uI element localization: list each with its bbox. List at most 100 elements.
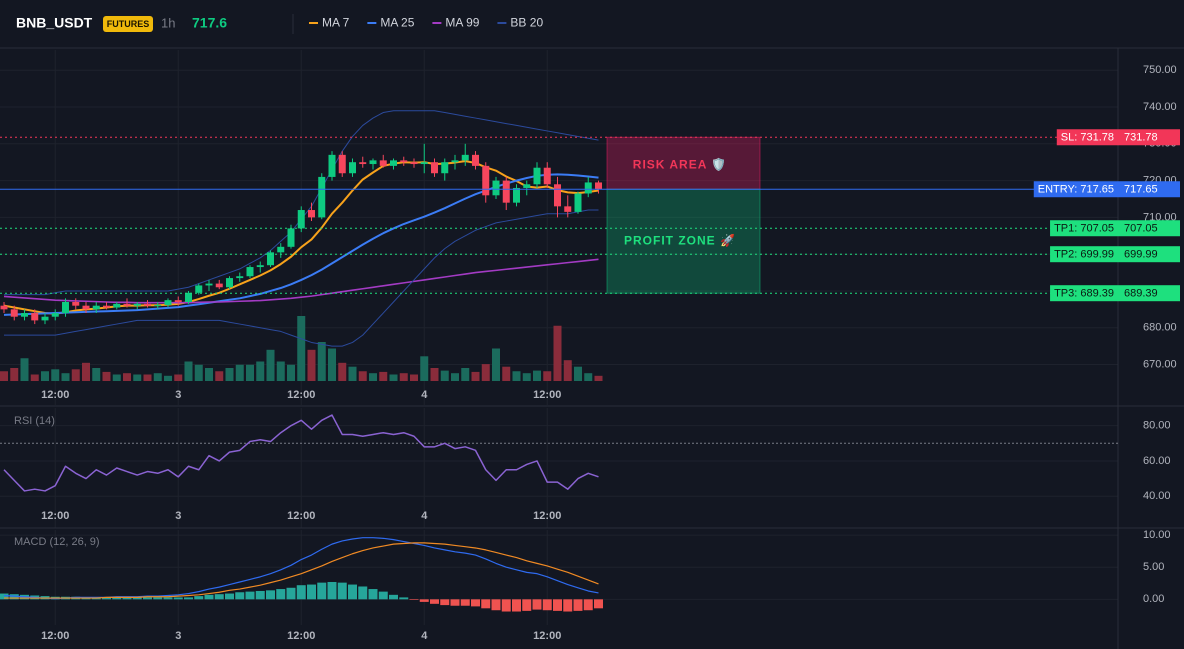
volume-bar xyxy=(338,362,347,381)
panel-title: MACD (12, 26, 9) xyxy=(14,536,100,548)
y-tick-label: 0.00 xyxy=(1143,593,1164,605)
volume-bar xyxy=(61,373,70,381)
histogram-bar xyxy=(378,591,388,600)
candle-body xyxy=(410,162,418,165)
volume-bar xyxy=(20,358,29,381)
candle-body xyxy=(523,184,531,188)
candle-body xyxy=(133,303,141,306)
histogram-bar xyxy=(594,599,603,609)
volume-bar xyxy=(440,370,449,381)
histogram-bar xyxy=(522,599,532,611)
candle-body xyxy=(595,182,602,190)
badge: FUTURES xyxy=(107,19,150,29)
candle-body xyxy=(379,160,387,166)
histogram-bar xyxy=(348,584,357,600)
candle-body xyxy=(400,160,408,163)
volume-bar xyxy=(235,364,244,381)
candle-body xyxy=(205,283,213,286)
symbol: BNB_USDT xyxy=(16,15,93,31)
candle-body xyxy=(287,228,295,247)
level-price-tag: 699.99 xyxy=(1124,249,1158,261)
candle-body xyxy=(236,276,244,279)
y-tick-label: 670.00 xyxy=(1143,358,1177,370)
candle-body xyxy=(482,165,490,196)
candle-body xyxy=(318,176,326,218)
candle-body xyxy=(92,305,100,310)
volume-bar xyxy=(481,364,490,381)
volume-bar xyxy=(420,356,429,381)
level-price-tag: 689.39 xyxy=(1124,288,1158,300)
candle-body xyxy=(31,313,39,321)
panel-title: RSI (14) xyxy=(14,415,55,427)
volume-bar xyxy=(71,369,80,381)
legend-label: MA 99 xyxy=(445,16,479,30)
volume-bar xyxy=(451,373,459,381)
candle-body xyxy=(174,300,182,302)
candle-body xyxy=(359,162,367,165)
candle-body xyxy=(502,180,510,203)
level-label-bg xyxy=(1050,220,1118,237)
x-tick-label: 3 xyxy=(175,510,181,522)
volume-bar xyxy=(123,373,131,381)
histogram-bar xyxy=(153,597,163,600)
volume-bar xyxy=(492,348,500,381)
candle-body xyxy=(10,309,18,317)
histogram-bar xyxy=(235,592,245,600)
level-label: TP1: 707.05 xyxy=(1054,223,1114,235)
candle-body xyxy=(246,267,254,277)
risk-zone-label: RISK AREA 🛡️ xyxy=(633,157,727,171)
histogram-bar xyxy=(430,599,439,604)
x-tick-label: 12:00 xyxy=(533,510,561,522)
level-label-bg xyxy=(1033,181,1118,198)
volume-bar xyxy=(266,349,275,381)
histogram-bar xyxy=(440,599,450,606)
level-price-tag-bg xyxy=(1118,246,1180,263)
volume-bar xyxy=(471,371,480,381)
volume-bar xyxy=(133,374,142,381)
candle-body xyxy=(543,167,551,185)
candle-body xyxy=(451,160,459,163)
badge-bg xyxy=(103,16,153,32)
volume-bar xyxy=(399,373,408,381)
level-price-tag-bg xyxy=(1118,220,1180,237)
volume-bar xyxy=(51,369,60,381)
level-label: ENTRY: 717.65 xyxy=(1038,184,1114,196)
candle-body xyxy=(41,316,49,321)
legend-label: BB 20 xyxy=(510,16,543,30)
x-tick-label: 4 xyxy=(421,510,428,522)
volume-bar xyxy=(522,373,531,381)
volume-bar xyxy=(41,371,49,381)
legend-label: MA 25 xyxy=(380,16,414,30)
volume-bar xyxy=(30,374,39,381)
histogram-bar xyxy=(368,589,378,600)
histogram-bar xyxy=(143,597,152,600)
volume-bar xyxy=(164,375,172,381)
risk-zone xyxy=(606,136,761,190)
volume-bar xyxy=(410,374,418,381)
volume-bar xyxy=(82,362,90,381)
candle-body xyxy=(472,154,479,166)
x-tick-label: 12:00 xyxy=(533,630,561,642)
histogram-bar xyxy=(583,599,593,611)
candle-body xyxy=(0,305,8,310)
candle-body xyxy=(328,154,336,177)
volume-bar xyxy=(297,316,306,381)
histogram-bar xyxy=(542,599,552,611)
level-label-bg xyxy=(1050,285,1118,302)
candle-body xyxy=(195,285,203,293)
histogram-bar xyxy=(194,596,204,600)
y-tick-label: 80.00 xyxy=(1143,420,1171,432)
x-tick-label: 12:00 xyxy=(41,630,69,642)
candle-body xyxy=(185,292,192,302)
candle-body xyxy=(72,301,80,306)
candle-body xyxy=(103,305,110,308)
last-price: 717.6 xyxy=(192,15,227,31)
volume-bar xyxy=(153,373,162,381)
histogram-bar xyxy=(337,582,347,600)
volume-bar xyxy=(553,325,562,381)
volume-bar xyxy=(563,360,572,381)
level-label-bg xyxy=(1050,246,1118,263)
level-price-tag-bg xyxy=(1118,181,1180,198)
x-tick-label: 4 xyxy=(421,389,428,401)
